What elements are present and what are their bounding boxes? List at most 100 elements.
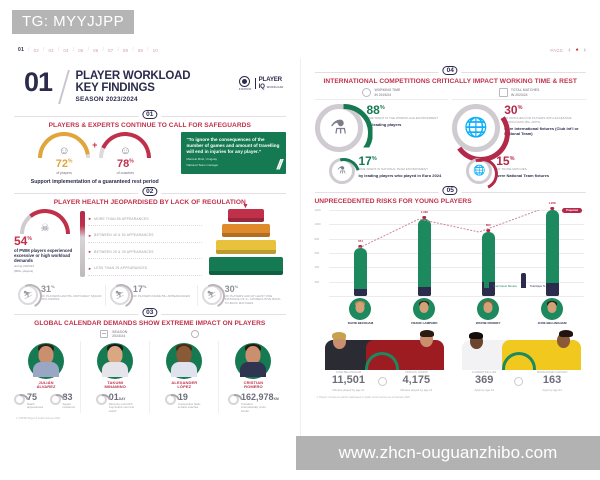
bottom-stat-value: 4,175 — [402, 374, 431, 387]
fifpro-playeriq-logo: FIFPRO PLAYER IQ WORKLOAD — [238, 70, 284, 91]
tier-row: ► BETWEEN 25 & 39 APPEARANCES — [88, 244, 202, 261]
bar-label: 890 — [485, 223, 491, 227]
tier-row: ► BETWEEN 40 & 54 APPEARANCES — [88, 227, 202, 244]
player-stat: 01DAY Recovery post AFC Cup before next … — [95, 392, 135, 413]
section-badge-04-text: 04 — [442, 66, 458, 75]
trend-point-icon — [358, 244, 363, 248]
bottom-stat-name: VINÍCIUS JÚNIOR — [405, 371, 428, 375]
tier-label: BETWEEN 40 & 54 APPEARANCES — [94, 233, 154, 238]
gauge-label-coaches: of coaches — [116, 170, 135, 175]
bottom-stat: RONALDINHO GAÚCHO 163 Apps by age 24 — [514, 371, 586, 392]
logo-player: PLAYER — [258, 76, 283, 84]
page-link-05[interactable]: 05 — [78, 47, 84, 53]
season-header: SEASON 2023/24 — [10, 330, 290, 339]
section-badge-05-text: 05 — [442, 186, 458, 195]
page-indicator-dot[interactable]: ● — [575, 46, 579, 53]
chevron-left-icon[interactable]: ‹ — [568, 46, 571, 54]
workload-pyramid-graphic: ▼ — [206, 203, 286, 281]
bar-label: 674 — [358, 239, 363, 243]
stat-boldlabel: were international fixtures (Club Int'l … — [504, 126, 579, 136]
nav-controls[interactable]: PAGE ‹ ● › — [550, 47, 586, 54]
stat-label: Match appearances — [27, 401, 44, 410]
page-separator: / — [57, 47, 60, 53]
versus-icon — [378, 377, 388, 387]
player-cards: JULIÁN ÁLVAREZ 75 Match appearances 83 Sq… — [10, 340, 290, 414]
stat-ring-icon — [95, 393, 107, 405]
quote-source-role: National Team manager — [186, 163, 219, 168]
page-link-03[interactable]: 03 — [48, 47, 54, 53]
pwm-gauge-sub2: (800+ players) — [14, 269, 34, 274]
chart-category-labels: DAVID BECKHAM FRANK LAMPARD WAYNE ROONEY… — [329, 296, 585, 325]
section-02-stat-trio: ⛷ 31% OF PLAYERS HAD 55+ MATCHDAY SQUAD … — [10, 281, 290, 307]
page-link-01[interactable]: 01 — [18, 47, 25, 53]
bottom-stat: VINÍCIUS JÚNIOR 4,175 Minutes played by … — [378, 371, 450, 392]
caret-icon: ► — [88, 249, 93, 255]
bar-lampard: 1,069 — [417, 210, 431, 296]
bottom-player-photos — [311, 325, 591, 371]
quote-source-name: Marcelo Broli, Uruguay — [186, 156, 218, 161]
page-header: 01 PLAYER WORKLOAD KEY FINDINGS SEASON 2… — [10, 64, 290, 108]
gauge-coaches: ☺ 78% of coaches — [99, 132, 152, 175]
section-divider-05: 05 — [314, 186, 587, 197]
page-link-02[interactable]: 02 — [33, 47, 40, 53]
page-right: 04 INTERNATIONAL COMPETITIONS CRITICALLY… — [300, 58, 600, 460]
section-title-01: PLAYERS & EXPERTS CONTINUE TO CALL FOR S… — [48, 122, 251, 129]
player-person-icon: ☺ — [58, 145, 70, 157]
chevron-right-icon[interactable]: › — [583, 46, 586, 54]
page-navigation-bar[interactable]: 01 / 02 / 03 / 04 / 05 / 06 / 07 / 08 / … — [0, 42, 600, 58]
pyramid-slab-red — [227, 208, 264, 222]
stat-label: Consecutive back-to-back matches — [177, 401, 201, 410]
player-card: JULIÁN ÁLVAREZ 75 Match appearances 83 Sq… — [12, 341, 80, 414]
trio-value: 30% — [224, 283, 239, 294]
category-label: WAYNE ROONEY — [475, 320, 501, 325]
logo-divider — [254, 78, 256, 89]
trio-value: 17% — [132, 283, 147, 294]
page-link-06[interactable]: 06 — [93, 47, 99, 53]
running-player-icon: ⛷ — [206, 290, 217, 299]
matches-icon — [498, 88, 508, 97]
page-number-list[interactable]: 01 / 02 / 03 / 04 / 05 / 06 / 07 / 08 / … — [14, 47, 162, 53]
player-stats: 162,978KM Travelled internationally cros… — [221, 392, 285, 413]
thermometer-scale-icon — [80, 210, 85, 277]
appearance-tiers: ► MORE THAN 55 APPEARANCES ► BETWEEN 40 & … — [80, 209, 202, 277]
category-bellingham: JUDE BELLINGHAM — [520, 296, 584, 325]
page-link-10[interactable]: 10 — [152, 47, 159, 53]
player-stats: 01DAY Recovery post AFC Cup before next … — [83, 392, 147, 413]
stat-ring-icon — [49, 393, 61, 405]
player-stat: 83 Squad inclusions — [49, 391, 79, 410]
pwm-gauge-value: 54% — [14, 233, 32, 248]
pwm-gauge-sub1: during 2023/24 — [14, 263, 35, 268]
stat-label: Recovery post AFC Cup before next rest m… — [108, 401, 135, 413]
player-stat: 162,978KM Travelled internationally cros… — [228, 392, 279, 413]
page-link-04[interactable]: 04 — [63, 47, 69, 53]
season-label-line1: SEASON — [112, 330, 128, 335]
trio-label: OF PLAYERS MADE 55+ APPEARANCES — [132, 293, 191, 298]
pwm-gauge: ☠ 54% of PWM players experienced excessi… — [14, 208, 76, 274]
stat-sublabel: TIME SPENT IN THE WORKPLACE ENVIRONMENT — [366, 116, 439, 120]
section-badge-04: 04 — [438, 66, 462, 75]
clock-icon — [362, 88, 372, 97]
section-title-05: UNPRECEDENTED RISKS FOR YOUNG PLAYERS — [314, 198, 472, 205]
column-header: TOTAL MATCHES IN 2023/24 — [452, 88, 586, 100]
bottom-stat: FLORENTINO LUIS 369 Apps by age 24 — [450, 371, 518, 392]
bar-slot: 674 — [329, 239, 393, 296]
player-name: ALEXANDER LÓPEZ — [171, 379, 198, 390]
stat-value: 83 — [62, 391, 73, 402]
page-link-09[interactable]: 09 — [137, 47, 144, 53]
section-badge-01-text: 01 — [142, 110, 158, 119]
ytick-1200: 1200 — [314, 208, 321, 212]
primary-stat: 🌐 30% OF MATCHES FOR PLAYERS WITH EXCESS… — [452, 100, 586, 152]
photo-cell — [451, 328, 586, 371]
stat-value-88: 88% — [366, 103, 385, 117]
gauge-label-players: of players — [56, 170, 72, 175]
player-stats: 75 Match appearances 83 Squad inclusions — [14, 391, 79, 410]
bar-label: 1,069 — [420, 210, 428, 214]
page-link-08[interactable]: 08 — [122, 47, 129, 53]
page-link-07[interactable]: 07 — [107, 47, 114, 53]
logo-iq: IQ — [258, 82, 265, 90]
page-separator: / — [117, 47, 119, 53]
versus-icon — [514, 377, 524, 387]
bottom-stat: JUDE BELLINGHAM 11,501 Minutes played by… — [315, 371, 383, 392]
caret-icon: ► — [88, 265, 93, 271]
